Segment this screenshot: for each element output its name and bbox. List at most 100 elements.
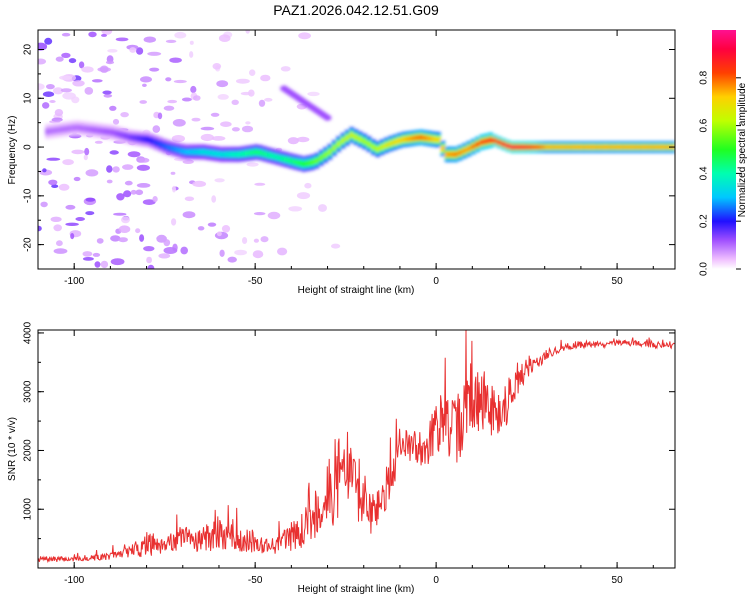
spectrogram-noise-blob xyxy=(100,260,109,269)
spectrogram-noise-blob xyxy=(189,51,194,58)
spectrogram-ridge-cell xyxy=(171,146,176,151)
spectrogram-ridge-cell xyxy=(457,150,463,155)
spectrogram-ridge-cell xyxy=(75,125,81,130)
spectrogram-ridge-cell xyxy=(262,151,268,157)
spectrogram-noise-blob xyxy=(165,77,172,82)
spectrogram-ridge-cell xyxy=(301,161,307,167)
spectrogram-noise-blob xyxy=(220,121,232,127)
spectrogram-noise-blob xyxy=(174,31,187,39)
spectrogram-noise-blob xyxy=(123,190,132,198)
spectrogram-noise-blob xyxy=(189,40,194,45)
spectrogram-noise-blob xyxy=(42,102,50,109)
spectrogram-ridge-cell xyxy=(505,144,511,148)
spectrogram-heatmap xyxy=(38,30,675,269)
spectrogram-noise-blob xyxy=(53,87,64,95)
spectrogram-ridge-cell xyxy=(362,139,368,144)
spectrogram-ridge-cell xyxy=(523,145,528,149)
snr-panel: -100 -50 0 50 1000 2000 3000 4000 Height of str… xyxy=(7,321,676,595)
spectrogram-noise-blob xyxy=(253,238,259,243)
spectrogram-noise-blob xyxy=(136,47,144,55)
spectrogram-ridge-cell xyxy=(553,145,559,149)
spectrogram-noise-blob xyxy=(288,206,303,212)
spectrogram-noise-blob xyxy=(260,236,269,243)
spectrogram-ridge-cell xyxy=(527,145,533,149)
spectrogram-noise-blob xyxy=(50,216,62,222)
spectrogram-noise-blob xyxy=(92,252,101,257)
spectrogram-ridge-cell xyxy=(123,133,129,139)
spectrogram-ridge-cell xyxy=(440,146,446,151)
spectrogram-ridge-cell xyxy=(609,145,615,149)
spectrogram-ridge-cell xyxy=(258,150,263,155)
colorbar-gradient xyxy=(712,30,736,269)
spectrogram-noise-blob xyxy=(246,162,259,167)
spectrogram-ridge-cell xyxy=(188,149,194,155)
spectrogram-noise-blob xyxy=(62,159,74,166)
spectrogram-ridge-cell xyxy=(475,142,480,147)
spectrogram-ridge-cell xyxy=(240,151,246,157)
spectrogram-ridge-cell xyxy=(488,138,493,143)
spectrogram-noise-blob xyxy=(216,80,229,88)
spectrogram-noise-blob xyxy=(112,166,120,173)
spectrogram-noise-blob xyxy=(254,182,266,186)
spectrogram-ridge-cell xyxy=(414,135,420,140)
snr-x-tick-label: 0 xyxy=(433,575,439,586)
snr-x-axis-label: Height of straight line (km) xyxy=(298,584,415,595)
spectrogram-x-tick-label: -100 xyxy=(64,276,84,287)
spectrogram-ridge-cell xyxy=(323,152,328,158)
spectrogram-ridge-cell xyxy=(657,145,663,149)
spectrogram-branch xyxy=(280,85,332,121)
spectrogram-noise-blob xyxy=(190,85,197,94)
spectrogram-noise-blob xyxy=(101,30,113,35)
spectrogram-noise-blob xyxy=(61,52,71,59)
spectrogram-noise-blob xyxy=(75,217,85,221)
spectrogram-ridge-cell xyxy=(648,145,654,149)
spectrogram-noise-blob xyxy=(197,226,205,231)
spectrogram-noise-blob xyxy=(216,231,222,237)
spectrogram-noise-blob xyxy=(191,117,201,122)
spectrogram-noise-blob xyxy=(236,78,250,84)
spectrogram-noise-blob xyxy=(58,183,70,191)
spectrogram-frame xyxy=(37,29,676,270)
spectrogram-noise-blob xyxy=(107,49,118,53)
spectrogram-ridge-cell xyxy=(214,151,220,156)
spectrogram-noise-blob xyxy=(252,250,264,259)
spectrogram-noise-blob xyxy=(142,199,156,206)
snr-y-axis-label: SNR (10 * v/v) xyxy=(7,417,18,481)
spectrogram-ridge-cell xyxy=(179,149,185,154)
spectrogram-ridge-cell xyxy=(284,157,289,162)
spectrogram-noise-blob xyxy=(112,118,120,125)
colorbar: 0.0 0.2 0.4 0.6 0.8 Normalized spectral ampl… xyxy=(699,30,748,276)
spectrogram-ridge-cell xyxy=(397,138,402,143)
spectrogram-noise-blob xyxy=(65,204,76,210)
spectrogram-noise-blob xyxy=(135,228,141,234)
spectrogram-y-tick-label: -10 xyxy=(23,188,34,203)
spectrogram-noise-blob xyxy=(240,91,252,96)
spectrogram-noise-blob xyxy=(171,135,185,143)
spectrogram-ridge-cell xyxy=(531,145,537,149)
spectrogram-ridge-cell xyxy=(662,145,667,149)
spectrogram-noise-blob xyxy=(85,211,95,216)
spectrogram-noise-blob xyxy=(55,56,64,62)
spectrogram-noise-blob xyxy=(253,212,266,216)
spectrogram-noise-blob xyxy=(242,237,248,244)
spectrogram-noise-blob xyxy=(207,222,217,227)
snr-series-line xyxy=(38,330,675,564)
spectrogram-noise-blob xyxy=(44,37,53,45)
spectrogram-x-axis-label: Height of straight line (km) xyxy=(298,285,415,296)
spectrogram-ridge-cell xyxy=(423,135,428,141)
spectrogram-noise-blob xyxy=(146,256,153,264)
spectrogram-ridge-cell xyxy=(132,135,137,140)
spectrogram-ridge-cell xyxy=(379,145,385,150)
spectrogram-noise-blob xyxy=(99,65,109,73)
spectrogram-noise-blob xyxy=(245,30,250,34)
spectrogram-ridge-cell xyxy=(62,126,68,132)
spectrogram-ridge-cell xyxy=(392,140,398,145)
spectrogram-ridge-cell xyxy=(470,144,476,149)
spectrogram-noise-blob xyxy=(184,196,195,202)
spectrogram-ridge-cell xyxy=(197,149,203,155)
spectrogram-noise-blob xyxy=(173,79,187,84)
spectrogram-noise-blob xyxy=(71,149,85,155)
spectrogram-noise-blob xyxy=(140,76,152,83)
spectrogram-ridge-cell xyxy=(384,143,389,148)
spectrogram-ridge-cell xyxy=(158,142,163,147)
